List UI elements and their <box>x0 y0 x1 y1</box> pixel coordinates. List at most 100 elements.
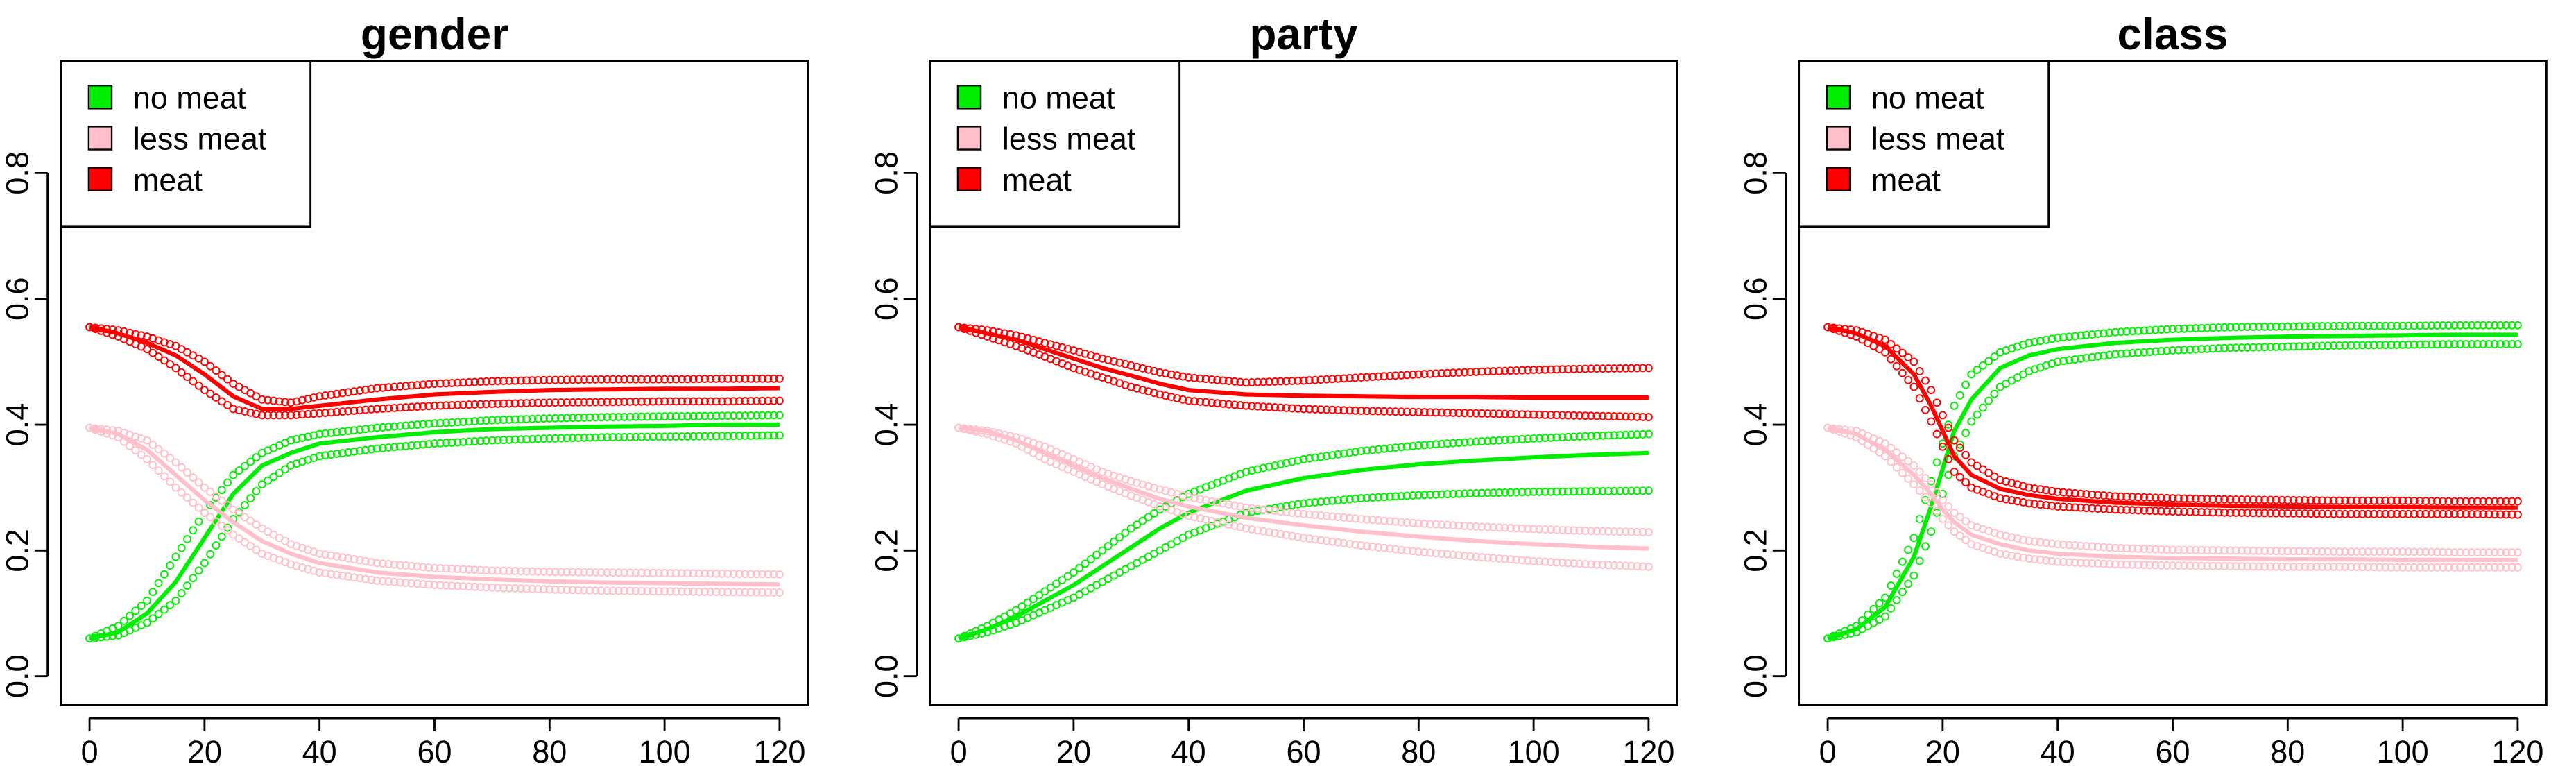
data-point <box>2507 340 2516 348</box>
data-point <box>2145 561 2154 570</box>
data-point <box>493 436 502 445</box>
data-point <box>1529 488 1538 496</box>
data-point <box>1995 549 2004 558</box>
data-point <box>344 448 353 457</box>
x-tick-label: 0 <box>1819 734 1837 766</box>
data-point <box>465 417 474 426</box>
data-point <box>223 501 232 510</box>
data-point <box>234 509 243 518</box>
data-point <box>442 379 451 388</box>
data-point <box>2226 495 2235 504</box>
data-point <box>1294 456 1303 465</box>
data-point <box>493 377 502 386</box>
data-point <box>1610 412 1619 421</box>
data-point <box>453 418 462 427</box>
data-point <box>637 432 646 441</box>
data-point <box>2358 563 2367 572</box>
data-point <box>1029 595 1038 604</box>
data-point <box>1547 487 1555 496</box>
data-point <box>2140 326 2149 335</box>
data-point <box>1909 382 1918 391</box>
data-point <box>1420 491 1429 500</box>
data-point <box>298 563 307 572</box>
data-point <box>2163 493 2172 502</box>
data-point <box>2082 490 2091 499</box>
data-point <box>183 468 191 477</box>
data-point <box>395 442 404 451</box>
data-point <box>1950 436 1959 445</box>
data-point <box>183 373 191 382</box>
data-point <box>2358 547 2367 556</box>
data-point <box>545 434 554 443</box>
data-point <box>1489 554 1498 563</box>
data-point <box>1587 560 1595 569</box>
data-point <box>1610 431 1619 440</box>
data-point <box>574 375 583 384</box>
data-point <box>1345 448 1354 457</box>
data-point <box>1558 487 1567 496</box>
data-point <box>1173 489 1182 498</box>
data-point <box>2208 344 2217 353</box>
data-point <box>264 476 273 485</box>
data-point <box>637 412 646 421</box>
data-point <box>355 446 364 455</box>
data-point <box>1425 369 1434 378</box>
data-point <box>171 458 180 467</box>
data-point <box>2025 339 2034 348</box>
data-point <box>614 413 623 421</box>
data-point <box>1294 500 1303 509</box>
data-point <box>1414 491 1423 500</box>
data-point <box>2214 495 2223 504</box>
data-point <box>1046 340 1055 349</box>
data-point <box>1978 403 1987 412</box>
data-point <box>1391 545 1400 554</box>
series-line-meat <box>1827 325 2518 510</box>
data-point <box>1339 406 1348 415</box>
data-point <box>1098 546 1107 555</box>
data-point <box>189 574 198 583</box>
data-point <box>1621 561 1630 570</box>
data-point <box>1385 544 1394 553</box>
data-point <box>1500 409 1509 418</box>
data-point <box>148 441 157 449</box>
data-point <box>2226 323 2235 332</box>
data-point <box>413 402 422 411</box>
data-point <box>1271 529 1280 538</box>
data-point <box>1432 520 1441 529</box>
data-point <box>2030 500 2039 509</box>
data-point <box>631 432 640 441</box>
data-point <box>2484 497 2493 506</box>
data-point <box>2197 323 2206 332</box>
y-tick-label: 0.0 <box>868 654 904 698</box>
data-point <box>769 411 778 420</box>
data-point <box>2484 548 2493 557</box>
data-point <box>2272 547 2281 556</box>
data-point <box>459 438 467 446</box>
data-point <box>1869 444 1878 453</box>
data-point <box>2289 562 2298 571</box>
legend-swatch-less-meat <box>956 126 982 151</box>
data-point <box>1955 440 1964 449</box>
data-point <box>1990 352 1999 361</box>
data-point <box>1604 561 1613 570</box>
data-point <box>2346 496 2355 505</box>
data-point <box>1311 375 1320 384</box>
data-point <box>2444 547 2453 556</box>
data-point <box>608 413 617 422</box>
data-point <box>212 541 221 550</box>
data-point <box>1581 432 1590 441</box>
data-point <box>442 564 451 573</box>
data-point <box>603 413 612 422</box>
data-point <box>2456 548 2464 557</box>
data-point <box>2070 488 2079 497</box>
data-point <box>671 375 680 384</box>
data-point <box>522 399 531 407</box>
data-point <box>206 550 215 559</box>
data-point <box>1598 364 1607 373</box>
data-point <box>2490 510 2499 519</box>
data-point <box>551 434 560 443</box>
data-point <box>372 559 381 568</box>
data-point <box>1190 493 1199 502</box>
data-point <box>1271 461 1280 470</box>
data-point <box>1420 408 1429 417</box>
